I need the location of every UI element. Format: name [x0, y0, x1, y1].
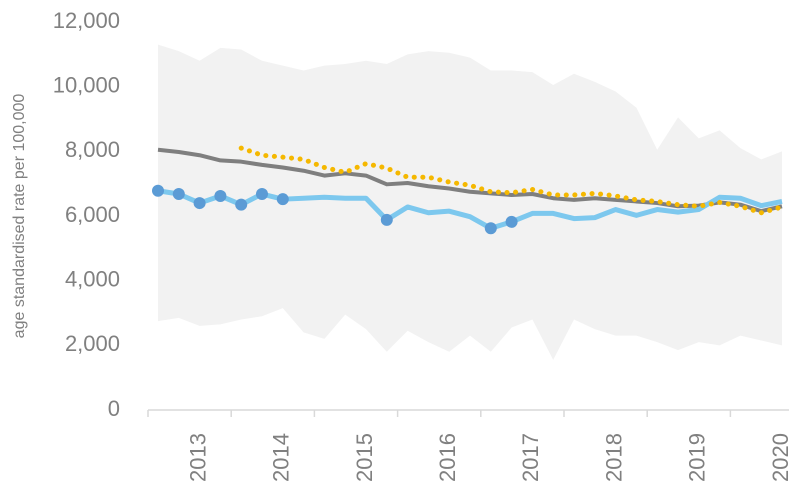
y-tick-label: 10,000 — [53, 72, 120, 97]
data-point — [214, 189, 227, 202]
y-tick-label: 8,000 — [65, 137, 120, 162]
range-band — [158, 44, 782, 360]
data-point — [172, 188, 185, 201]
data-point — [380, 213, 393, 226]
data-point — [484, 222, 497, 235]
y-tick-label: 4,000 — [65, 266, 120, 291]
data-point — [193, 197, 206, 210]
data-point — [152, 184, 164, 197]
x-tick-label: 2019 — [685, 433, 710, 482]
data-point — [235, 198, 248, 211]
y-axis-label: age standardised rate per 100,000 — [11, 94, 28, 339]
x-tick-label: 2018 — [601, 433, 626, 482]
y-tick-label: 6,000 — [65, 202, 120, 227]
data-point — [256, 188, 268, 201]
x-tick-label: 2016 — [435, 433, 460, 482]
data-point — [505, 215, 518, 228]
x-tick-label: 2015 — [352, 433, 377, 482]
x-tick-label: 2020 — [768, 433, 789, 482]
line-series — [238, 145, 785, 216]
y-tick-label: 0 — [108, 396, 120, 421]
x-tick-label: 2013 — [185, 433, 210, 482]
x-tick-label: 2017 — [518, 433, 543, 482]
y-tick-label: 12,000 — [53, 8, 120, 33]
data-point — [276, 193, 289, 206]
x-tick-label: 2014 — [269, 433, 294, 482]
y-tick-label: 2,000 — [65, 331, 120, 356]
